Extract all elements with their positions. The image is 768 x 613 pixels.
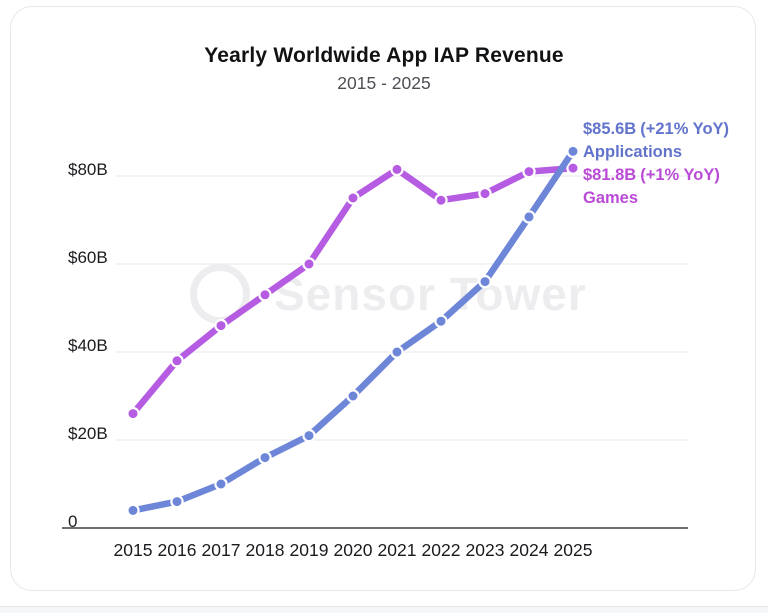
data-point-games-2020: [346, 191, 360, 205]
data-point-applications-2025: [566, 144, 580, 159]
data-point-applications-2023: [478, 274, 492, 289]
applications-annotation: $85.6B (+21% YoY) Applications: [583, 118, 768, 164]
x-tick-label: 2020: [334, 540, 373, 560]
chart-subtitle: 2015 - 2025: [337, 73, 431, 93]
chart-card: [10, 6, 756, 591]
applications-value: $85.6B: [583, 120, 637, 138]
data-point-games-2019: [302, 257, 316, 271]
x-tick-label: 2022: [422, 540, 461, 560]
x-tick-label: 2024: [510, 540, 549, 560]
data-point-applications-2021: [390, 345, 404, 359]
applications-callout: $85.6B (+21% YoY): [583, 118, 768, 141]
data-point-games-2017: [214, 318, 228, 333]
games-value: $81.8B: [583, 166, 637, 184]
y-tick-label: $20B: [68, 424, 108, 443]
next-section-edge: [0, 607, 768, 613]
data-point-games-2021: [390, 162, 404, 177]
data-point-games-2016: [170, 354, 184, 368]
data-point-games-2023: [478, 186, 492, 201]
data-point-games-2018: [258, 288, 272, 302]
applications-series-label: Applications: [583, 143, 683, 161]
data-point-applications-2018: [258, 450, 272, 465]
data-point-applications-2016: [170, 494, 184, 509]
chart-title: Yearly Worldwide App IAP Revenue: [204, 44, 564, 67]
data-point-applications-2015: [126, 503, 140, 518]
data-point-games-2024: [522, 164, 536, 179]
data-point-games-2022: [434, 193, 448, 207]
applications-change: (+21% YoY): [640, 120, 730, 138]
games-change: (+1% YoY): [640, 166, 720, 184]
data-point-games-2025: [566, 161, 580, 175]
x-tick-label: 2023: [466, 540, 505, 560]
series-line-games: [129, 164, 577, 417]
series-line-applications: [129, 148, 577, 514]
y-tick-label: $80B: [68, 160, 108, 179]
y-tick-label: 0: [68, 512, 77, 531]
data-point-applications-2020: [346, 389, 360, 403]
x-tick-label: 2025: [554, 540, 593, 560]
bottom-divider: [0, 606, 768, 607]
data-point-applications-2024: [522, 210, 536, 224]
x-tick-label: 2018: [246, 540, 285, 560]
chart-header: Yearly Worldwide App IAP Revenue 2015 - …: [0, 44, 768, 94]
y-tick-label: $40B: [68, 336, 108, 355]
data-point-games-2015: [126, 406, 140, 421]
y-tick-label: $60B: [68, 248, 108, 267]
games-annotation: $81.8B (+1% YoY) Games: [583, 164, 768, 210]
data-point-applications-2017: [214, 477, 228, 491]
data-point-applications-2022: [434, 314, 448, 328]
x-tick-label: 2016: [158, 540, 197, 560]
games-series-label: Games: [583, 189, 639, 207]
x-tick-label: 2021: [378, 540, 417, 560]
games-callout: $81.8B (+1% YoY): [583, 164, 768, 187]
x-tick-label: 2019: [290, 540, 329, 560]
x-tick-label: 2017: [202, 540, 241, 560]
x-tick-label: 2015: [114, 540, 153, 560]
data-point-applications-2019: [302, 428, 316, 443]
